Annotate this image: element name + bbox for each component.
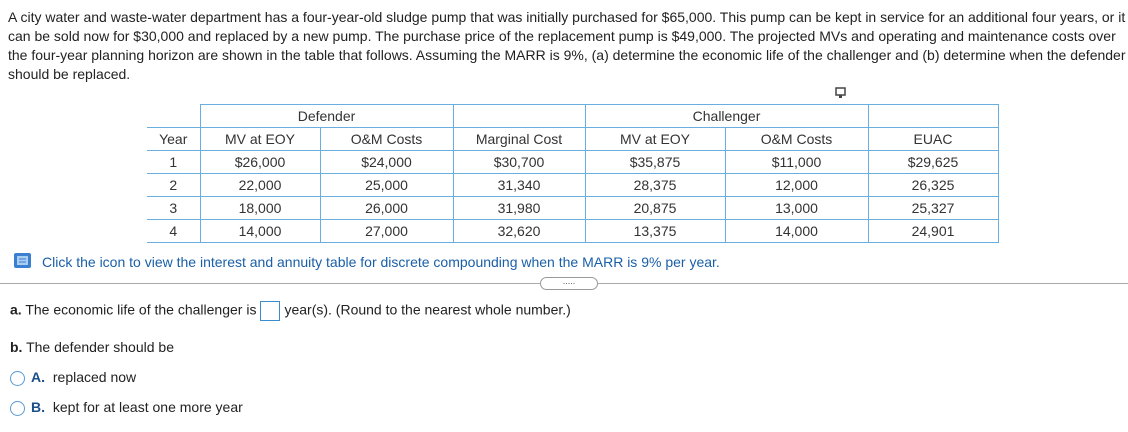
- table-row: 2 22,000 25,000 31,340 28,375 12,000 26,325: [147, 173, 999, 197]
- cell: $29,625: [867, 150, 999, 174]
- header-row: Year MV at EOY O&M Costs Marginal Cost MV at…: [147, 127, 999, 151]
- cell: $24,000: [319, 150, 454, 174]
- note-link[interactable]: Click the icon to view the interest and …: [42, 254, 720, 270]
- part-a-prefix: The economic life of the challenger is: [25, 301, 257, 318]
- book-icon[interactable]: [12, 251, 34, 271]
- expand-toggle[interactable]: .....: [540, 277, 598, 290]
- radio-button[interactable]: [10, 370, 25, 386]
- option[interactable]: A. replaced now: [10, 369, 136, 386]
- copy-icon[interactable]: [834, 86, 848, 100]
- column-header: Marginal Cost: [452, 127, 586, 151]
- option-text: replaced now: [52, 369, 137, 385]
- group-header: Challenger: [584, 104, 869, 128]
- column-header: EUAC: [867, 127, 999, 151]
- cell: 18,000: [199, 196, 321, 220]
- cell: 13,000: [724, 196, 869, 220]
- column-header: Year: [147, 127, 201, 151]
- cell: $30,700: [452, 150, 586, 174]
- part-label: b.: [10, 339, 23, 355]
- cell: $35,875: [584, 150, 726, 174]
- table-row: 4 14,000 27,000 32,620 13,375 14,000 24,901: [147, 219, 999, 243]
- part-b: b. The defender should be: [10, 339, 174, 355]
- cell: [452, 104, 586, 128]
- cell: 26,000: [319, 196, 454, 220]
- column-header: O&M Costs: [724, 127, 869, 151]
- cell: 31,340: [452, 173, 586, 197]
- cell: 22,000: [199, 173, 321, 197]
- cell: 12,000: [724, 173, 869, 197]
- data-table: Defender Challenger Year MV at EOY O&M Cos…: [147, 104, 999, 243]
- cell: 24,901: [867, 219, 999, 243]
- cell: 27,000: [319, 219, 454, 243]
- cell: 32,620: [452, 219, 586, 243]
- cell: 13,375: [584, 219, 726, 243]
- part-a: a. The economic life of the challenger i…: [10, 301, 571, 321]
- cell: 14,000: [199, 219, 321, 243]
- cell: 20,875: [584, 196, 726, 220]
- cell: 25,000: [319, 173, 454, 197]
- column-header: MV at EOY: [584, 127, 726, 151]
- cell: $26,000: [199, 150, 321, 174]
- cell: [147, 104, 201, 128]
- cell: 31,980: [452, 196, 586, 220]
- column-header: O&M Costs: [319, 127, 454, 151]
- table-row: 1 $26,000 $24,000 $30,700 $35,875 $11,000 $29,…: [147, 150, 999, 174]
- cell: 14,000: [724, 219, 869, 243]
- cell: 1: [147, 150, 201, 174]
- problem-text: A city water and waste-water department …: [8, 9, 1126, 82]
- option[interactable]: B. kept for at least one more year: [10, 399, 243, 416]
- cell: 26,325: [867, 173, 999, 197]
- table-row: 3 18,000 26,000 31,980 20,875 13,000 25,327: [147, 196, 999, 220]
- cell: 4: [147, 219, 201, 243]
- column-header: MV at EOY: [199, 127, 321, 151]
- option-letter: A.: [31, 369, 45, 385]
- part-label: a.: [10, 301, 22, 318]
- cell: 3: [147, 196, 201, 220]
- answer-box[interactable]: [260, 301, 281, 321]
- radio-button[interactable]: [10, 400, 25, 416]
- part-b-prompt: The defender should be: [26, 339, 174, 355]
- part-a-suffix: year(s). (Round to the nearest whole num…: [284, 301, 571, 318]
- group-header: Defender: [199, 104, 454, 128]
- cell: 2: [147, 173, 201, 197]
- cell: $11,000: [724, 150, 869, 174]
- cell: 28,375: [584, 173, 726, 197]
- cell: [867, 104, 999, 128]
- option-text: kept for at least one more year: [52, 399, 243, 415]
- cell: 25,327: [867, 196, 999, 220]
- option-letter: B.: [31, 399, 45, 415]
